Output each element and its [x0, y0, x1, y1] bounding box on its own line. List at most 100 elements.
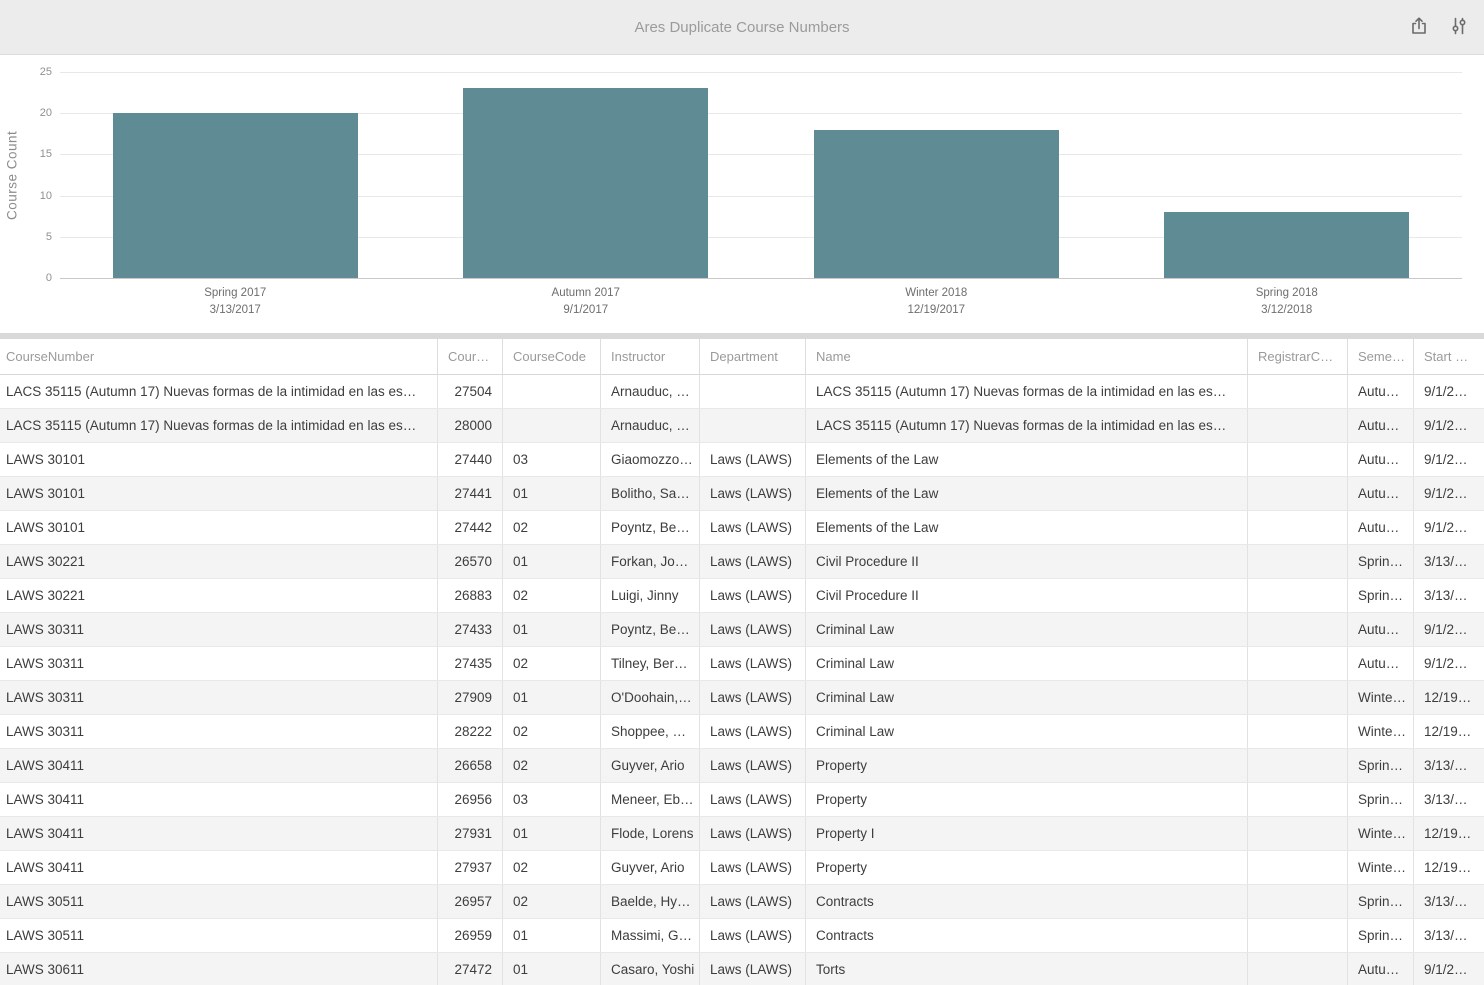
column-header-start[interactable]: Start … [1424, 349, 1469, 364]
table-cell[interactable]: 27504 [438, 375, 503, 408]
table-cell[interactable]: Property I [806, 817, 1248, 850]
table-cell[interactable]: Property [806, 851, 1248, 884]
table-cell[interactable]: Autu… [1348, 613, 1414, 646]
table-cell[interactable] [1248, 477, 1348, 510]
table-cell[interactable]: 3/13/… [1424, 792, 1468, 807]
bar-spring-2017[interactable] [112, 113, 358, 278]
table-cell[interactable]: Laws (LAWS) [700, 681, 806, 714]
table-cell[interactable] [1248, 851, 1348, 884]
table-cell[interactable]: LAWS 30221 [0, 579, 438, 612]
table-row[interactable]: LAWS 30101 27442 02 Poyntz, Be… Laws (LAWS) E… [0, 511, 1484, 545]
table-row[interactable]: LAWS 30511 26959 01 Massimi, G… Laws (LAWS) C… [0, 919, 1484, 953]
table-cell[interactable]: LAWS 30101 [0, 511, 438, 544]
table-cell[interactable]: Guyver, Ario [601, 749, 700, 782]
table-cell[interactable]: LAWS 30311 [0, 613, 438, 646]
table-cell[interactable]: 9/1/2… [1424, 384, 1468, 399]
table-cell[interactable] [1248, 783, 1348, 816]
table-cell[interactable]: Laws (LAWS) [700, 443, 806, 476]
table-cell[interactable]: Torts [806, 953, 1248, 985]
table-row[interactable]: LAWS 30411 26956 03 Meneer, Eb… Laws (LAWS) P… [0, 783, 1484, 817]
table-cell[interactable]: Winte… [1348, 817, 1414, 850]
table-cell[interactable]: 02 [503, 749, 601, 782]
table-cell[interactable] [1248, 749, 1348, 782]
table-cell[interactable]: 27433 [438, 613, 503, 646]
table-cell[interactable]: 01 [503, 681, 601, 714]
table-row[interactable]: LAWS 30611 27472 01 Casaro, Yoshi Laws (LAWS… [0, 953, 1484, 985]
table-cell[interactable]: Sprin… [1348, 545, 1414, 578]
table-cell[interactable]: 01 [503, 953, 601, 985]
table-cell[interactable]: 26956 [438, 783, 503, 816]
table-cell[interactable]: Criminal Law [806, 681, 1248, 714]
table-row[interactable]: LAWS 30411 26658 02 Guyver, Ario Laws (LAWS)… [0, 749, 1484, 783]
table-cell[interactable]: Laws (LAWS) [700, 851, 806, 884]
table-cell[interactable]: Sprin… [1348, 783, 1414, 816]
table-cell[interactable]: 9/1/2… [1424, 418, 1468, 433]
table-row[interactable]: LAWS 30511 26957 02 Baelde, Hy… Laws (LAWS) C… [0, 885, 1484, 919]
table-cell[interactable]: 27937 [438, 851, 503, 884]
table-cell[interactable]: 27441 [438, 477, 503, 510]
table-cell[interactable]: 27440 [438, 443, 503, 476]
table-cell[interactable]: Elements of the Law [806, 511, 1248, 544]
table-cell[interactable]: Laws (LAWS) [700, 817, 806, 850]
table-cell[interactable]: LAWS 30411 [0, 851, 438, 884]
column-header-coursecode[interactable]: CourseCode [503, 339, 601, 374]
table-cell[interactable]: Criminal Law [806, 647, 1248, 680]
table-cell[interactable]: LACS 35115 (Autumn 17) Nuevas formas de … [0, 375, 438, 408]
table-cell[interactable]: Laws (LAWS) [700, 953, 806, 985]
table-cell[interactable]: LAWS 30101 [0, 443, 438, 476]
table-cell[interactable]: 3/13/… [1424, 928, 1468, 943]
table-cell[interactable] [1248, 681, 1348, 714]
table-row[interactable]: LAWS 30411 27931 01 Flode, Lorens Laws (LAWS… [0, 817, 1484, 851]
table-cell[interactable] [503, 409, 601, 442]
table-cell[interactable] [503, 375, 601, 408]
table-cell[interactable]: 02 [503, 851, 601, 884]
table-cell[interactable]: 9/1/2… [1424, 452, 1468, 467]
table-row[interactable]: LACS 35115 (Autumn 17) Nuevas formas de … [0, 375, 1484, 409]
table-cell[interactable]: Poyntz, Be… [601, 613, 700, 646]
table-cell[interactable]: 01 [503, 919, 601, 952]
table-cell[interactable]: LAWS 30411 [0, 749, 438, 782]
table-cell[interactable]: Sprin… [1348, 885, 1414, 918]
table-row[interactable]: LAWS 30311 27909 01 O'Doohain,… Laws (LAWS) C… [0, 681, 1484, 715]
table-cell[interactable]: 9/1/2… [1424, 962, 1468, 977]
table-cell[interactable]: Laws (LAWS) [700, 919, 806, 952]
table-cell[interactable]: Laws (LAWS) [700, 715, 806, 748]
table-cell[interactable]: 9/1/2… [1424, 656, 1468, 671]
table-cell[interactable]: LAWS 30511 [0, 919, 438, 952]
column-header-seme[interactable]: Seme… [1348, 339, 1414, 374]
table-cell[interactable]: Property [806, 749, 1248, 782]
table-cell[interactable]: LAWS 30411 [0, 783, 438, 816]
table-cell[interactable]: 3/13/… [1424, 588, 1468, 603]
table-cell[interactable]: Sprin… [1348, 749, 1414, 782]
table-cell[interactable]: Shoppee, … [601, 715, 700, 748]
table-cell[interactable]: Elements of the Law [806, 443, 1248, 476]
table-cell[interactable]: Autu… [1348, 477, 1414, 510]
table-cell[interactable]: 26658 [438, 749, 503, 782]
table-cell[interactable]: LAWS 30511 [0, 885, 438, 918]
table-cell[interactable]: Laws (LAWS) [700, 885, 806, 918]
table-cell[interactable]: Autu… [1348, 409, 1414, 442]
table-cell[interactable]: Autu… [1348, 953, 1414, 985]
table-cell[interactable] [700, 409, 806, 442]
table-cell[interactable]: 12/19… [1424, 860, 1472, 875]
table-cell[interactable]: Criminal Law [806, 613, 1248, 646]
table-cell[interactable]: 28000 [438, 409, 503, 442]
table-cell[interactable]: Sprin… [1348, 579, 1414, 612]
table-cell[interactable]: 26570 [438, 545, 503, 578]
table-cell[interactable]: 9/1/2… [1424, 486, 1468, 501]
table-cell[interactable]: 01 [503, 613, 601, 646]
table-cell[interactable]: Criminal Law [806, 715, 1248, 748]
table-cell[interactable]: LAWS 30311 [0, 715, 438, 748]
table-cell[interactable]: O'Doohain,… [601, 681, 700, 714]
column-header-instructor[interactable]: Instructor [601, 339, 700, 374]
table-cell[interactable]: Laws (LAWS) [700, 579, 806, 612]
table-cell[interactable]: 27435 [438, 647, 503, 680]
table-cell[interactable]: Autu… [1348, 443, 1414, 476]
table-cell[interactable]: Arnauduc, … [601, 375, 700, 408]
table-row[interactable]: LAWS 30311 27433 01 Poyntz, Be… Laws (LAWS) C… [0, 613, 1484, 647]
table-cell[interactable] [1248, 511, 1348, 544]
table-cell[interactable]: LAWS 30611 [0, 953, 438, 985]
table-cell[interactable] [1248, 409, 1348, 442]
table-cell[interactable]: 9/1/2… [1424, 520, 1468, 535]
table-cell[interactable]: Civil Procedure II [806, 579, 1248, 612]
